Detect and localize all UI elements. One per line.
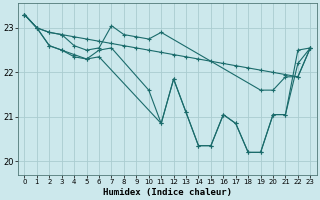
X-axis label: Humidex (Indice chaleur): Humidex (Indice chaleur) bbox=[103, 188, 232, 197]
